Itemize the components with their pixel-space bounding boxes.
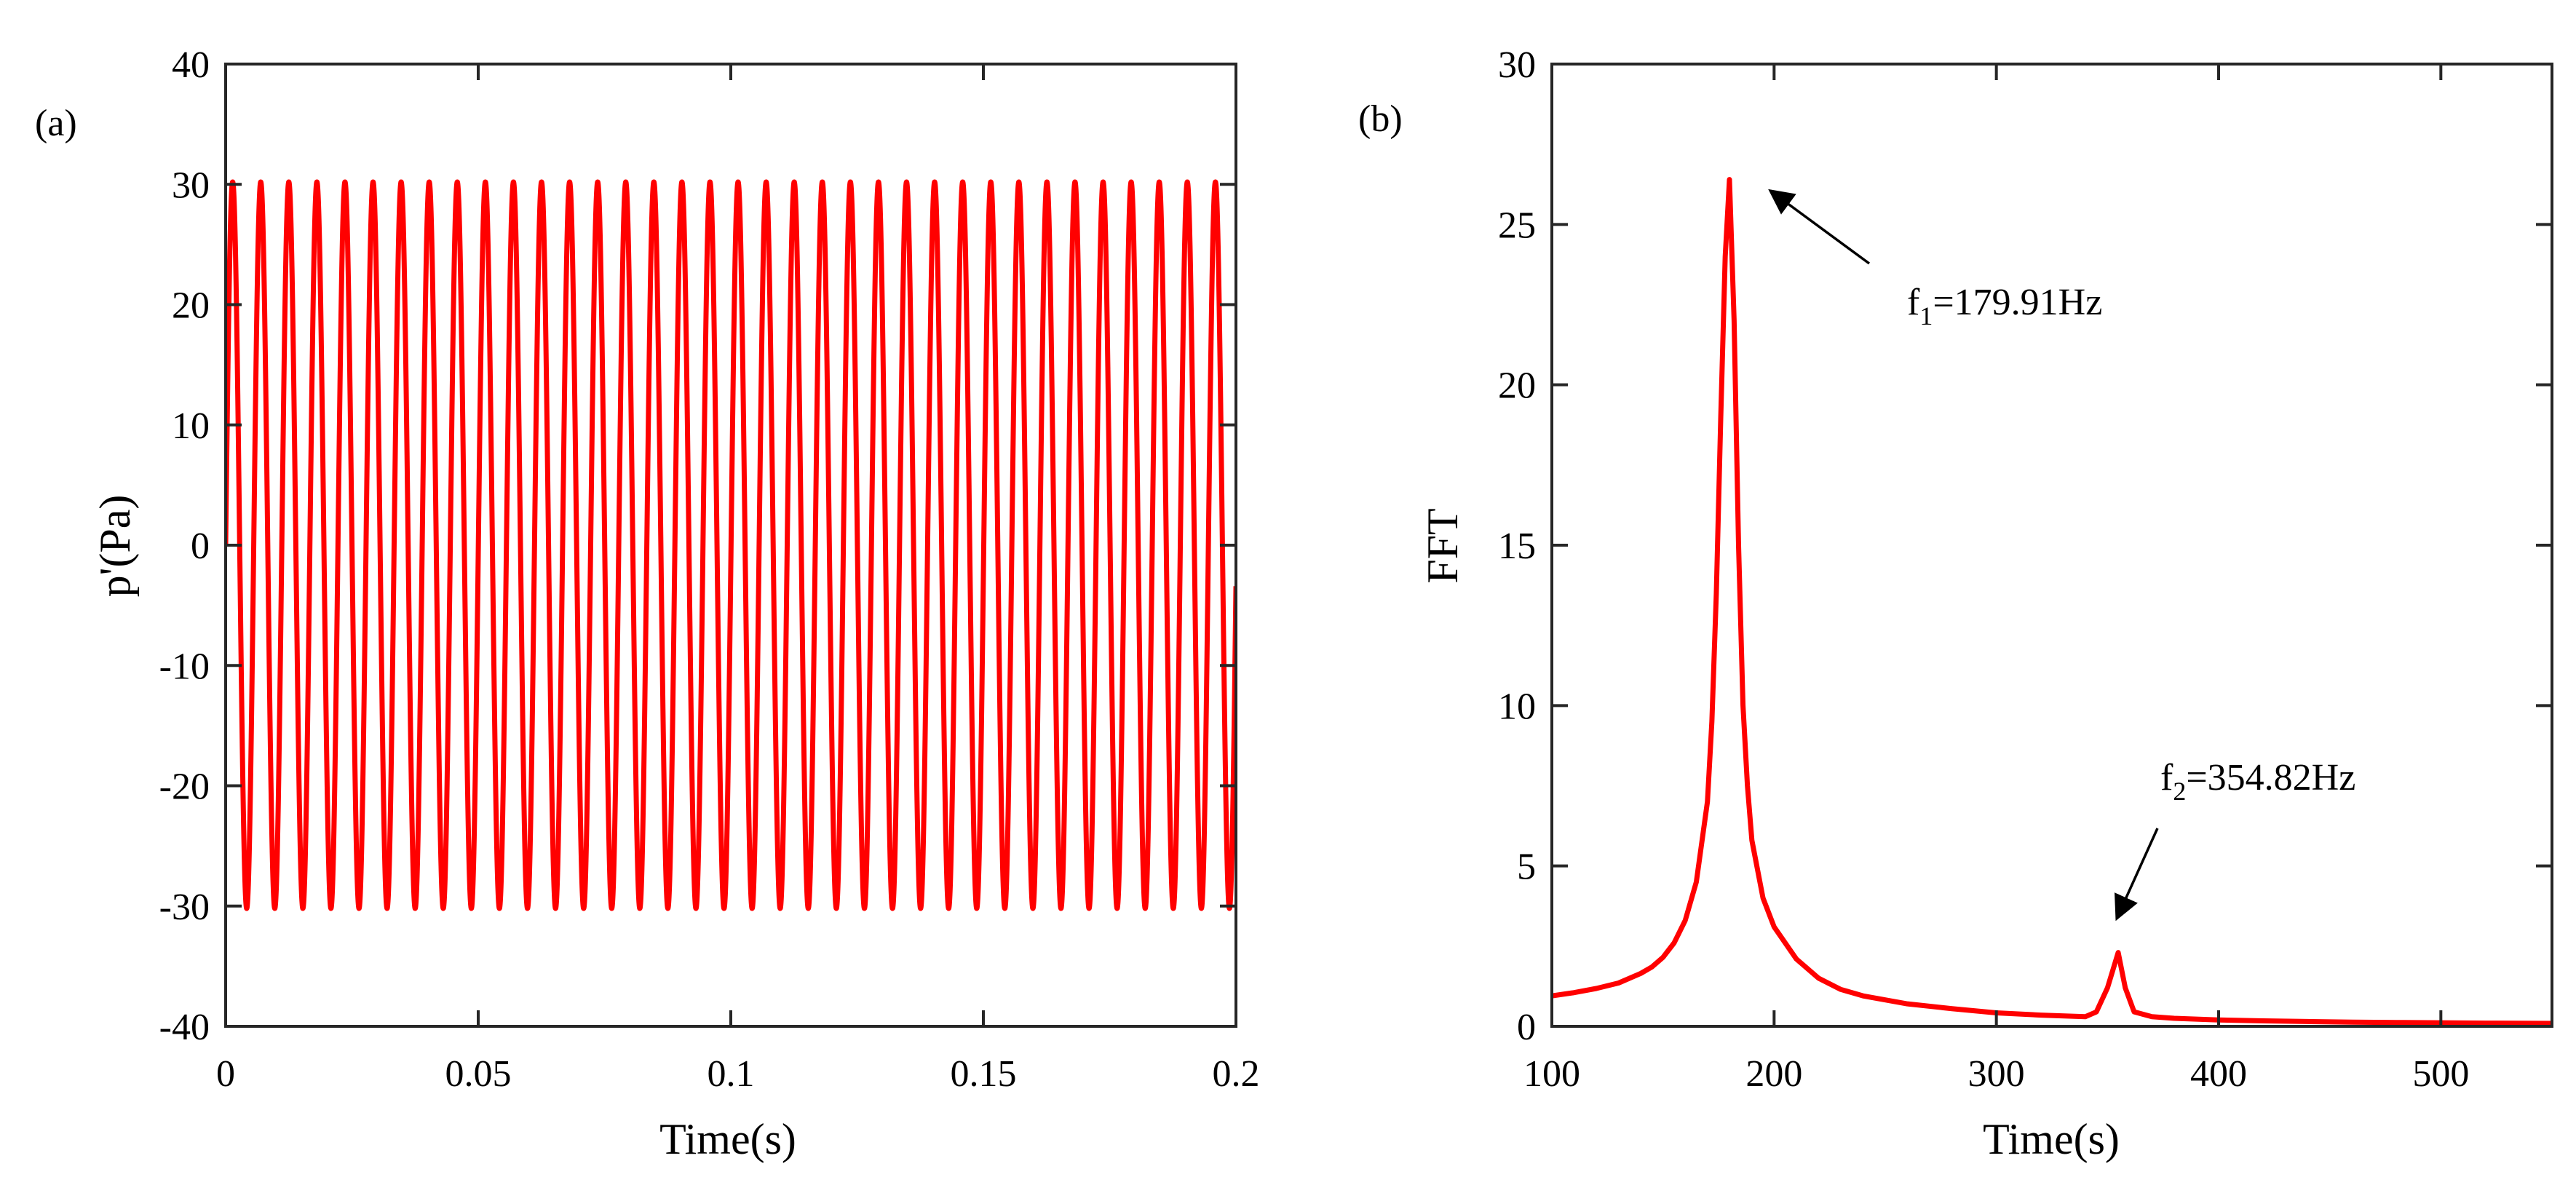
panel-a-y-tick-label: 0 bbox=[191, 526, 210, 567]
panel-b-y-tick-label: 5 bbox=[1517, 847, 1536, 888]
panel-a-ticks: 0 0.05 0.1 0.15 0.2 -40 -30 -20 -10 0 10 20 30 40 bbox=[159, 44, 1260, 1095]
panel-b-x-tick-label: 400 bbox=[2190, 1053, 2247, 1095]
panel-b-y-tick-label: 10 bbox=[1498, 686, 1536, 727]
panel-a-series-line-1 bbox=[226, 179, 1236, 911]
annotation-arrow-2 bbox=[2115, 828, 2159, 922]
annotation-arrow-1 bbox=[1768, 189, 1871, 265]
panel-b-x-tick-label: 100 bbox=[1523, 1053, 1580, 1095]
panel-a-plot-area bbox=[226, 179, 1236, 911]
panel-a-y-tick-label: -30 bbox=[159, 887, 210, 928]
panel-b-ticks: 100 200 300 400 500 0 5 10 15 20 25 30 bbox=[1498, 44, 2553, 1095]
panel-b-series-line-1 bbox=[1552, 177, 2552, 1026]
panel-b-x-tick-label: 500 bbox=[2412, 1053, 2469, 1095]
annotation-label-1: f1=179.91Hz bbox=[1907, 282, 2102, 330]
panel-a-x-tick-label: 0.05 bbox=[445, 1053, 512, 1095]
panel-b-x-tick-label: 200 bbox=[1745, 1053, 1802, 1095]
panel-b-axes-frame bbox=[1550, 63, 2553, 1028]
panel-b-y-axis-label: FFT bbox=[1419, 508, 1467, 583]
panel-a-y-tick-label: 40 bbox=[172, 44, 210, 86]
panel-b-y-tick-label: 15 bbox=[1498, 526, 1536, 567]
panel-a-y-axis-label: p'(Pa) bbox=[91, 495, 139, 598]
panel-b-x-axis-label: Time(s) bbox=[1983, 1115, 2120, 1163]
panel-a-y-tick-label: 30 bbox=[172, 165, 210, 206]
panel-a: (a) 0 0.05 0.1 0.15 0.2 -40 -30 -20 -10 0 10 20 30 40… bbox=[35, 44, 1260, 1163]
panel-b-plot-area bbox=[1552, 177, 2552, 1026]
panel-a-y-tick-label: -40 bbox=[159, 1007, 210, 1048]
panel-a-x-tick-label: 0.15 bbox=[951, 1053, 1017, 1095]
panel-a-y-tick-label: 10 bbox=[172, 405, 210, 447]
panel-b-y-tick-label: 30 bbox=[1498, 44, 1536, 86]
panel-a-y-tick-label: -10 bbox=[159, 646, 210, 687]
panel-a-x-tick-label: 0 bbox=[216, 1053, 235, 1095]
panel-a-y-tick-label: 20 bbox=[172, 285, 210, 327]
panel-b-x-tick-label: 300 bbox=[1968, 1053, 2025, 1095]
panel-b-y-tick-label: 25 bbox=[1498, 205, 1536, 246]
annotation-label-2: f2=354.82Hz bbox=[2160, 757, 2355, 806]
panel-a-x-tick-label: 0.2 bbox=[1213, 1053, 1260, 1095]
panel-a-tag: (a) bbox=[35, 103, 77, 144]
panel-a-x-tick-label: 0.1 bbox=[708, 1053, 755, 1095]
panel-a-y-tick-label: -20 bbox=[159, 766, 210, 808]
panel-b-annotations: f1=179.91Hz f2=354.82Hz bbox=[1768, 189, 2355, 922]
panel-b-y-tick-label: 0 bbox=[1517, 1007, 1536, 1048]
panel-a-x-axis-label: Time(s) bbox=[659, 1115, 796, 1163]
panel-b-tag: (b) bbox=[1358, 98, 1403, 140]
panel-b-y-tick-label: 20 bbox=[1498, 365, 1536, 407]
